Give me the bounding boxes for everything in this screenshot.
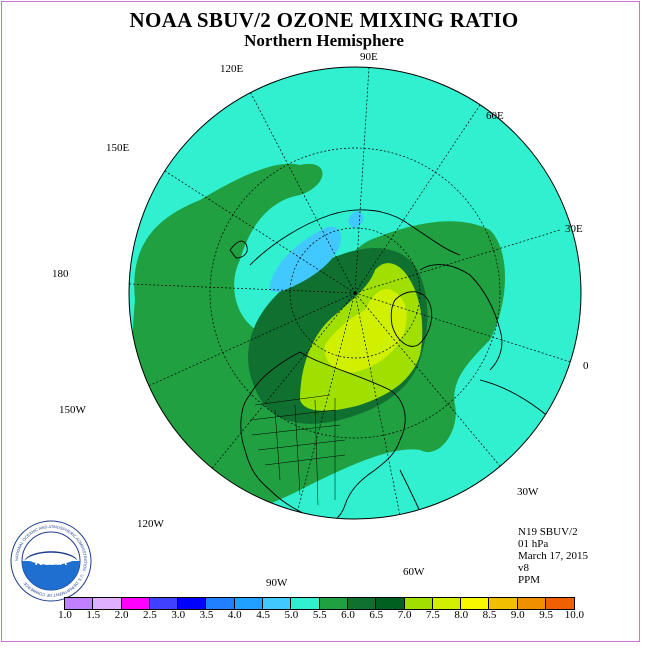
us-boundaries <box>249 394 346 506</box>
colorbar-tick-label: 1.0 <box>58 609 72 621</box>
logo-bird <box>24 551 78 561</box>
coast-south-america <box>399 469 446 519</box>
meridian-90w <box>279 292 356 519</box>
colorbar-segment <box>347 598 377 609</box>
lon-label-150w: 150W <box>59 404 86 416</box>
coast-japan <box>229 240 248 259</box>
lon-label-150e: 150E <box>106 142 130 154</box>
colorbar-segment <box>546 598 575 609</box>
lat-circle-30 <box>209 147 501 439</box>
coast-europe <box>419 264 503 371</box>
colorbar <box>64 597 576 610</box>
colorbar-segment <box>461 598 490 609</box>
coast-asia <box>249 209 461 266</box>
info-block: N19 SBUV/2 01 hPa March 17, 2015 v8 PPM <box>518 526 588 586</box>
colorbar-tick-label: 5.0 <box>284 609 299 621</box>
colorbar-segment <box>489 598 518 609</box>
colorbar-segment <box>121 598 150 609</box>
lon-label-120w: 120W <box>137 518 164 530</box>
meridian-150e <box>139 154 356 294</box>
colorbar-tick-label: 7.5 <box>426 609 440 621</box>
colorbar-tick-label: 9.0 <box>510 609 525 621</box>
colorbar-tick-label: 7.0 <box>397 609 412 621</box>
colorbar-segment <box>291 598 320 609</box>
colorbar-segment <box>376 598 405 609</box>
lon-label-90e: 90E <box>360 51 378 63</box>
colorbar-segment <box>206 598 235 609</box>
lon-label-90w: 90W <box>266 577 288 589</box>
info-units: PPM <box>518 574 541 586</box>
colorbar-segment <box>517 598 547 609</box>
coast-greenland <box>390 291 432 347</box>
meridian-180 <box>129 281 356 294</box>
info-satellite: N19 SBUV/2 <box>518 526 578 538</box>
colorbar-tick-label: 6.5 <box>369 609 384 621</box>
colorbar-tick-label: 10.0 <box>564 609 585 621</box>
lon-label-60e: 60E <box>486 110 504 122</box>
colorbar-tick-label: 4.5 <box>256 609 270 621</box>
colorbar-segment <box>263 598 292 609</box>
coast-north-america <box>240 351 406 519</box>
logo-text: NOAA <box>35 556 67 568</box>
noaa-logo: NOAA NATIONAL OCEANIC AND ATMOSPHERIC AD… <box>10 520 92 602</box>
colorbar-tick-label: 2.0 <box>114 609 129 621</box>
colorbar-tick-label: 8.5 <box>482 609 497 621</box>
info-version: v8 <box>518 562 529 574</box>
colorbar-tick-label: 8.0 <box>454 609 469 621</box>
colorbar-segment <box>93 598 122 609</box>
colorbar-segment <box>234 598 264 609</box>
map-title: NOAA SBUV/2 OZONE MIXING RATIO <box>129 8 519 32</box>
colorbar-segment <box>432 598 462 609</box>
globe-outline <box>128 66 582 520</box>
colorbar-tick-label: 9.5 <box>539 609 553 621</box>
lon-label-120e: 120E <box>220 63 244 75</box>
meridian-0 <box>354 292 581 366</box>
lon-label-30w: 30W <box>517 486 539 498</box>
map-subtitle: Northern Hemisphere <box>244 31 404 50</box>
colorbar-segment <box>404 598 433 609</box>
lon-label-60w: 60W <box>403 566 425 578</box>
lon-label-30e: 30E <box>565 223 583 235</box>
colorbar-segment <box>149 598 179 609</box>
colorbar-tick-label: 2.5 <box>143 609 157 621</box>
coast-central-america <box>318 520 402 590</box>
colorbar-segment <box>319 598 348 609</box>
contour-7-0 <box>324 289 407 373</box>
lon-label-180: 180 <box>52 268 69 280</box>
lon-label-0: 0 <box>583 360 589 372</box>
figure-frame <box>1 1 640 642</box>
colorbar-segment <box>65 598 94 609</box>
info-level: 01 hPa <box>518 538 549 550</box>
meridian-90e <box>354 67 370 294</box>
colorbar-tick-label: 3.0 <box>171 609 186 621</box>
contour-4-0 <box>269 226 342 293</box>
meridian-60e <box>354 104 481 294</box>
colorbar-tick-label: 4.0 <box>227 609 242 621</box>
colorbar-segment <box>178 598 207 609</box>
colorbar-tick-label: 5.5 <box>312 609 327 621</box>
info-date: March 17, 2015 <box>518 550 588 562</box>
colorbar-tick-label: 1.5 <box>86 609 101 621</box>
colorbar-tick-label: 6.0 <box>341 609 355 621</box>
colorbar-tick-label: 3.5 <box>199 609 214 621</box>
meridian-30w <box>354 292 521 491</box>
